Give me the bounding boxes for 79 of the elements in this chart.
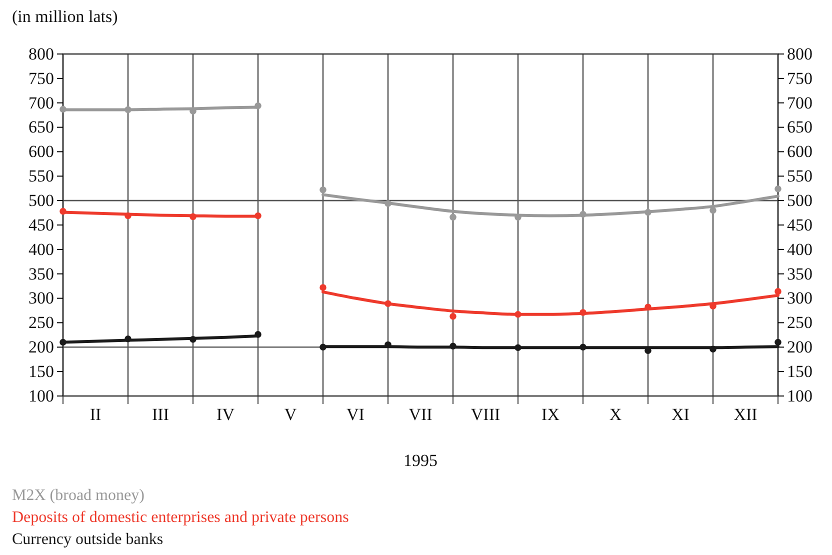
x-tick-label: VI [346,405,365,424]
point [320,344,326,351]
y2-tick-label: 300 [787,288,812,308]
point [450,342,456,350]
point [450,312,456,320]
point [384,200,392,207]
point [514,344,522,352]
point [60,106,66,113]
text: Deposits of domestic enterprises and private persons [12,509,349,526]
point [644,208,652,216]
point [384,300,392,308]
y2-tick-label: 550 [787,166,812,186]
y-tick-label: 500 [28,191,54,210]
y-tick-label: 650 [28,118,54,137]
text: Currency outside banks [12,531,164,548]
point [644,304,652,310]
point [254,102,262,110]
y-tick-label: 800 [28,44,54,64]
point [254,212,262,220]
text: M2X (broad money) [12,487,144,504]
point [190,336,196,343]
y2-tick-label: 800 [787,44,812,64]
point [190,213,196,220]
point [450,214,456,221]
y-axis-title: (in million lats) [12,7,118,26]
point [60,208,66,215]
x-tick-label: XII [734,405,758,424]
point [580,210,586,218]
y2-tick-label: 350 [787,264,812,284]
point [580,309,586,316]
x-tick-label: V [284,405,298,424]
y-tick-label: 550 [28,166,54,186]
point [774,288,782,295]
y-tick-label: 150 [28,362,54,382]
x-tick-label: X [609,405,622,424]
y2-tick-label: 150 [787,362,812,382]
point [774,185,782,192]
x-tick-label: III [152,405,170,424]
y2-tick-label: 400 [787,240,812,259]
point [710,206,716,214]
y2-tick-label: 500 [787,191,812,210]
y2-tick-label: 100 [787,386,812,406]
y-tick-label: 350 [28,264,54,284]
point [774,338,782,346]
x-tick-label: II [90,405,102,424]
x-tick-label: VII [408,405,433,424]
point [384,341,392,348]
x-tick-label: IV [216,405,236,424]
point [124,106,132,114]
x-tick-label: VIII [470,405,500,424]
point [254,331,262,338]
y2-tick-label: 650 [787,118,812,137]
point [710,346,716,352]
y2-tick-label: 700 [787,93,812,112]
point [124,212,132,220]
y2-tick-label: 450 [787,215,812,234]
point [320,186,326,194]
y2-tick-label: 250 [787,313,812,332]
x-axis-title: 1995 [404,451,438,470]
point [320,284,326,291]
y-tick-label: 750 [28,68,54,88]
x-tick-label: XI [672,405,690,424]
y-tick-label: 450 [28,215,54,234]
y-tick-label: 100 [28,386,54,406]
point [60,338,66,346]
y-tick-label: 600 [28,142,54,162]
point [580,344,586,351]
point [514,311,522,318]
y-tick-label: 400 [28,240,54,259]
x-tick-label: IX [542,405,560,424]
point [124,335,132,342]
y-tick-label: 200 [28,338,54,357]
point [514,214,522,221]
y2-tick-label: 200 [787,338,812,357]
y2-tick-label: 600 [787,142,812,162]
y-tick-label: 300 [28,288,54,308]
y-tick-label: 700 [28,93,54,112]
y2-tick-label: 750 [787,68,812,88]
y-tick-label: 250 [28,313,54,332]
